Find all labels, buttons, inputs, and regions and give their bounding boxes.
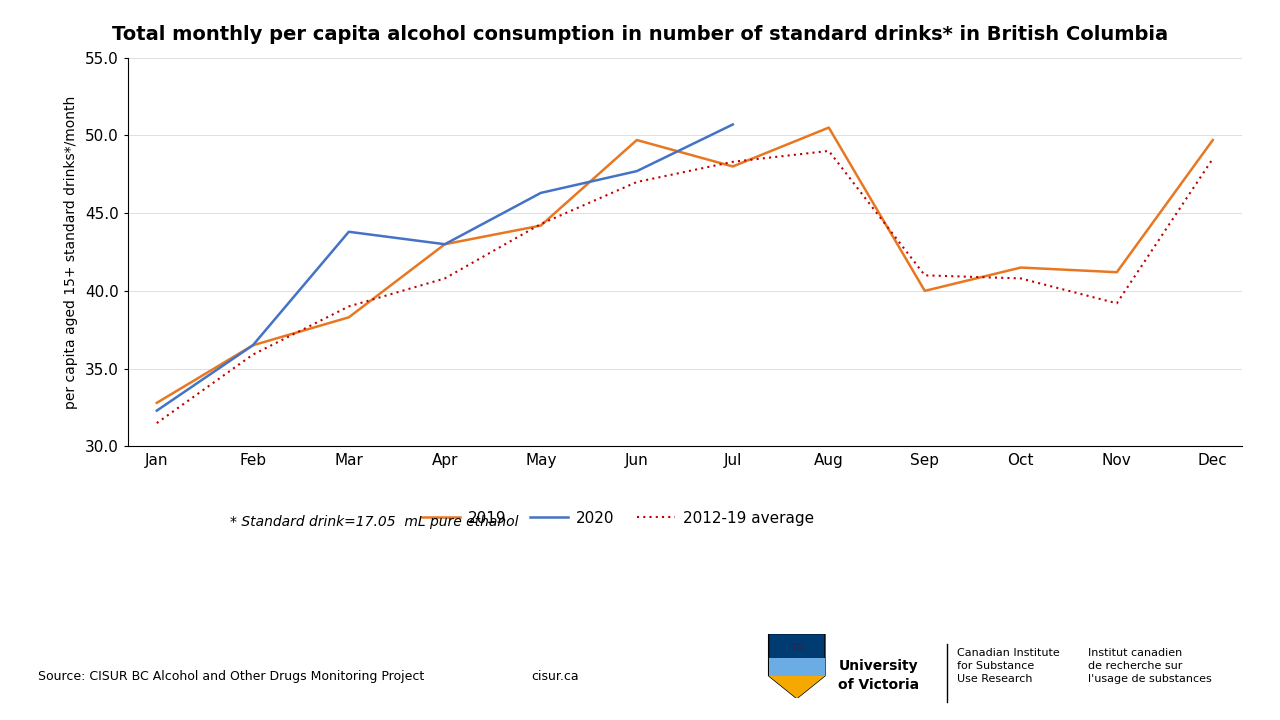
Legend: 2019, 2020, 2012-19 average: 2019, 2020, 2012-19 average <box>416 505 820 532</box>
Text: * Standard drink=17.05  mL pure ethanol: * Standard drink=17.05 mL pure ethanol <box>230 515 518 528</box>
Text: Canadian Institute
for Substance
Use Research: Canadian Institute for Substance Use Res… <box>957 648 1060 684</box>
Text: University: University <box>838 659 918 673</box>
Polygon shape <box>768 634 826 698</box>
Polygon shape <box>768 658 826 675</box>
Text: of Victoria: of Victoria <box>838 678 919 693</box>
Text: Institut canadien
de recherche sur
l'usage de substances: Institut canadien de recherche sur l'usa… <box>1088 648 1212 684</box>
Text: cisur.ca: cisur.ca <box>531 670 579 683</box>
Text: 🐦🐦🐦: 🐦🐦🐦 <box>791 642 803 649</box>
Polygon shape <box>768 675 826 698</box>
Text: Total monthly per capita alcohol consumption in number of standard drinks* in Br: Total monthly per capita alcohol consump… <box>111 25 1169 44</box>
Y-axis label: per capita aged 15+ standard drinks*/month: per capita aged 15+ standard drinks*/mon… <box>64 95 78 409</box>
Text: Source: CISUR BC Alcohol and Other Drugs Monitoring Project: Source: CISUR BC Alcohol and Other Drugs… <box>38 670 425 683</box>
